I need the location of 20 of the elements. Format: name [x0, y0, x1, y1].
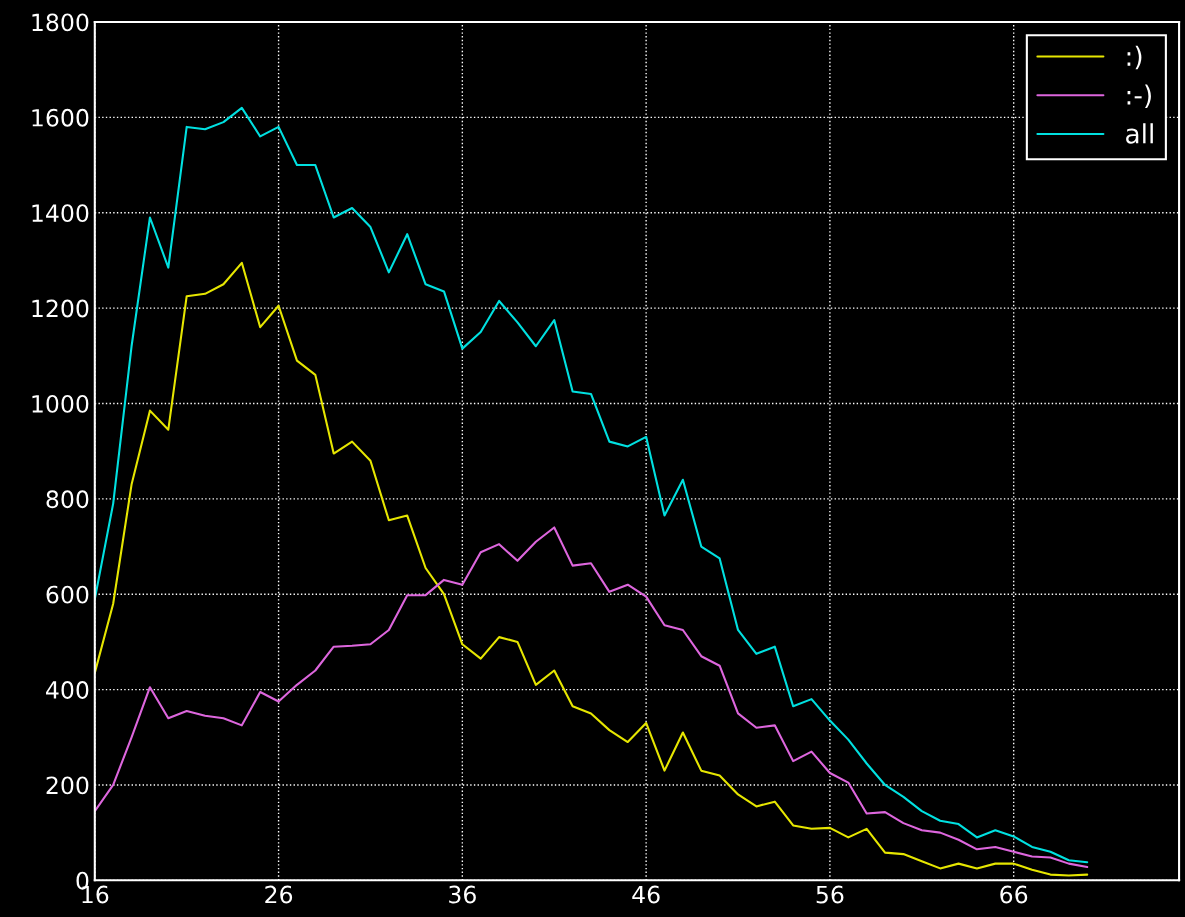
x-tick-label: 26: [265, 885, 293, 904]
y-tick-label: 1000: [32, 394, 89, 413]
line-series: [94, 106, 1089, 864]
y-tick-label: 400: [46, 681, 89, 699]
y-tick-label: 800: [46, 490, 89, 509]
y-tick-label: 600: [46, 585, 89, 604]
legend-label: :-): [1127, 84, 1151, 109]
x-tick-label: 56: [816, 885, 844, 904]
y-tick-label: 200: [46, 776, 89, 795]
legend-label: all: [1126, 123, 1153, 144]
x-tick-label: 36: [449, 885, 476, 904]
x-tick-label: 46: [632, 885, 660, 904]
y-tick-label: 1200: [32, 299, 89, 318]
y-tick-label: 1600: [32, 108, 89, 127]
y-tick-label: 1400: [32, 204, 89, 223]
y-tick-label: 1800: [32, 13, 89, 32]
line-series: [94, 261, 1089, 877]
x-tick-label: 66: [1000, 885, 1028, 904]
line-series: [94, 526, 1089, 869]
legend-label: :): [1127, 45, 1142, 70]
